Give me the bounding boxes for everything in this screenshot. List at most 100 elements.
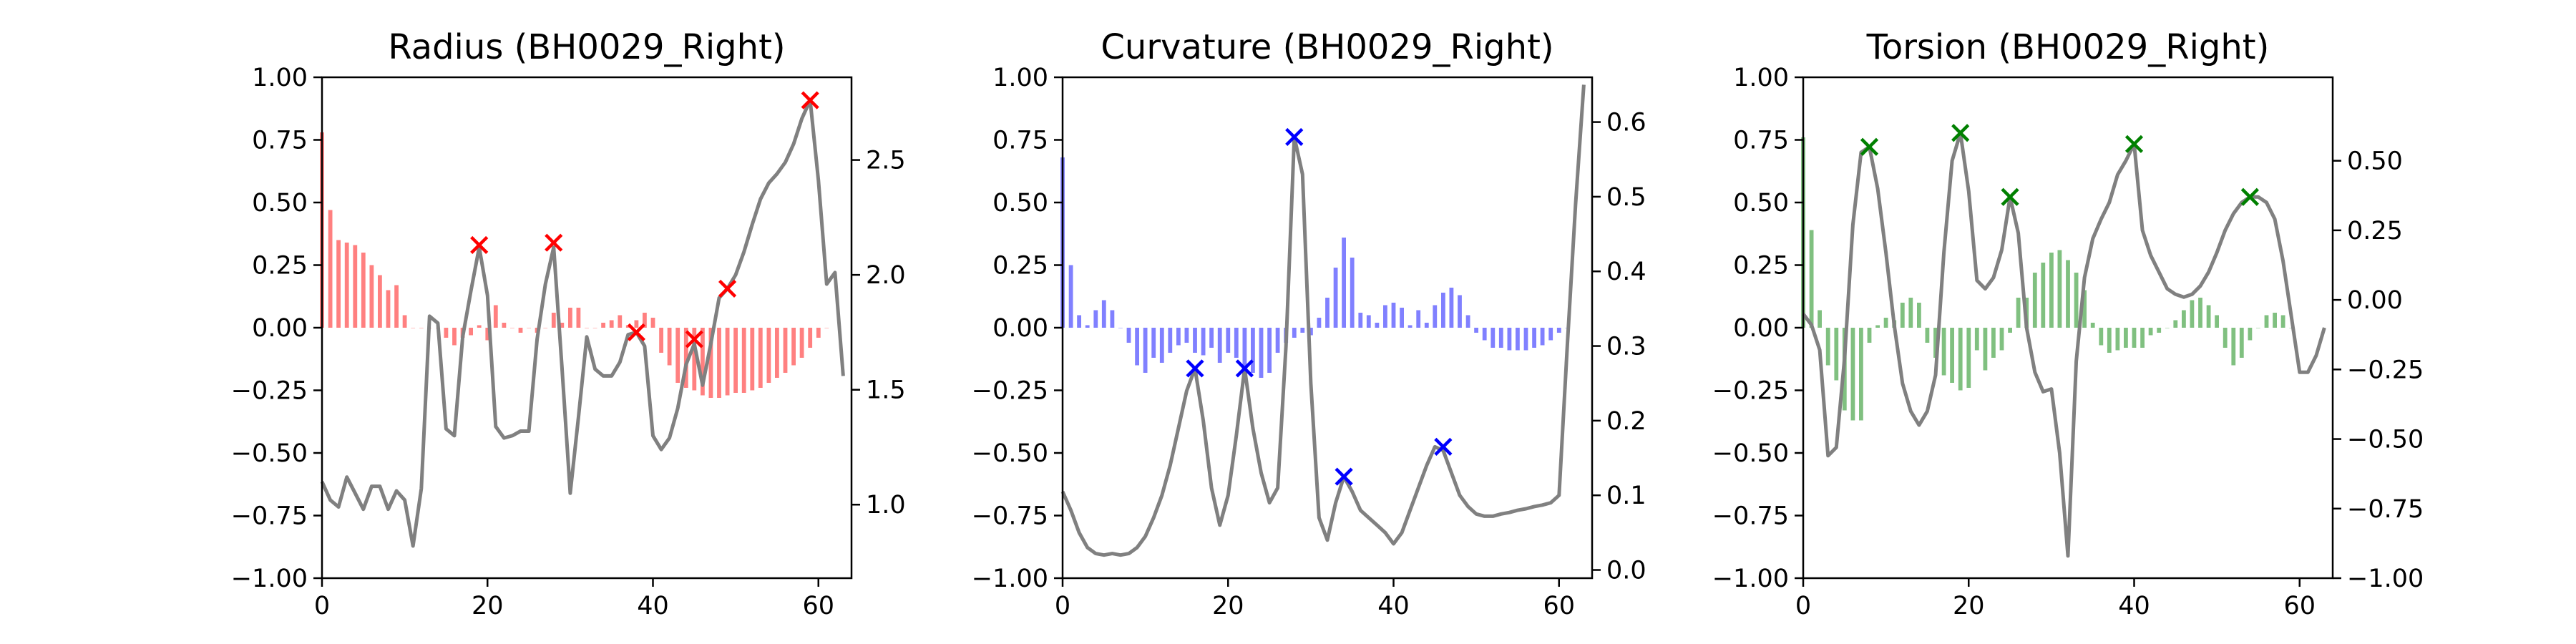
bar	[1523, 328, 1528, 351]
bar	[2264, 315, 2269, 328]
bar	[378, 275, 382, 328]
bar	[469, 328, 473, 336]
x-tick-label: 40	[2118, 592, 2150, 620]
y2-tick-label: 2.5	[866, 147, 906, 175]
bar	[477, 325, 482, 328]
bar	[361, 253, 366, 328]
bar	[344, 243, 349, 328]
y-tick-label: 1.00	[252, 64, 308, 92]
peak-marker	[1235, 359, 1254, 378]
peak-marker	[545, 233, 563, 252]
bar	[1193, 328, 1197, 353]
y2-tick-label: 0.6	[1606, 109, 1646, 137]
chart-panel-1: 0 20 40 60 −1.00 −0.75 −0.50 −0.25 0.00 0.25 0.50 0…	[231, 27, 906, 620]
bar	[1900, 303, 1905, 328]
bar	[1991, 328, 1996, 358]
bar	[1217, 328, 1222, 363]
bar	[2016, 298, 2021, 328]
bar	[2239, 328, 2244, 358]
y2-tick-label: 0.4	[1606, 258, 1646, 286]
bar	[1317, 318, 1322, 328]
bar	[799, 328, 804, 358]
bar	[758, 328, 763, 388]
y2-tick-label: 0.1	[1606, 482, 1646, 510]
chart-panel-3: 0 20 40 60 −1.00 −0.75 −0.50 −0.25 0.00 0.25 0.50 0…	[1712, 27, 2424, 620]
bar	[1416, 310, 1421, 328]
y2-tick-label: 1.0	[866, 491, 906, 519]
y-tick-label: 0.00	[1733, 314, 1789, 343]
bar	[683, 328, 688, 388]
bar	[1143, 328, 1148, 373]
bar	[1941, 328, 1946, 376]
peak-marker	[2001, 187, 2019, 206]
y-tick-label: −0.50	[972, 439, 1048, 468]
y-tick-label: −0.25	[972, 377, 1048, 406]
bar	[741, 328, 746, 393]
bar	[1366, 315, 1371, 328]
y-tick-label: −1.00	[1712, 565, 1789, 593]
bar	[1184, 328, 1189, 343]
bar	[1850, 328, 1855, 421]
bar	[328, 210, 333, 328]
peak-marker	[1860, 137, 1879, 156]
bar	[701, 328, 705, 396]
chart-panel-2: 0 20 40 60 −1.00 −0.75 −0.50 −0.25 0.00 0.25 0.50 0…	[972, 27, 1646, 620]
bar	[2032, 273, 2037, 328]
y-tick-label: 0.25	[252, 252, 308, 280]
y2-tick-label: 0.2	[1606, 407, 1646, 436]
marker-series	[1186, 127, 1453, 486]
peak-marker	[2240, 187, 2259, 206]
bar	[1093, 310, 1098, 328]
y-tick-label: −0.75	[972, 502, 1048, 531]
bar	[444, 328, 449, 338]
bar	[2049, 253, 2054, 328]
bar	[1818, 310, 1822, 328]
chart-title: Radius (BH0029_Right)	[388, 27, 785, 67]
y-tick-label: −0.50	[231, 439, 308, 468]
bar	[1867, 328, 1872, 343]
y2-tick-label: 0.5	[1606, 183, 1646, 212]
bar	[1933, 328, 1938, 358]
bar	[1251, 328, 1255, 373]
bar	[2198, 298, 2202, 328]
y-tick-label: 0.50	[992, 189, 1048, 218]
y-tick-label: 0.50	[1733, 189, 1789, 218]
y-tick-label: −1.00	[231, 565, 308, 593]
bar	[1441, 293, 1445, 328]
peak-marker	[718, 279, 737, 298]
x-tick-label: 20	[1212, 592, 1244, 620]
y2-tick-label: 1.5	[866, 376, 906, 405]
bar	[2099, 328, 2104, 346]
marker-series	[1860, 124, 2259, 206]
y-tick-label: −0.25	[231, 377, 308, 406]
bar	[1498, 328, 1503, 348]
bar	[766, 328, 771, 383]
bar	[336, 240, 341, 328]
x-tick-label: 60	[1543, 592, 1575, 620]
bar	[1974, 328, 1979, 351]
bar	[551, 313, 556, 328]
bar	[1516, 328, 1520, 351]
bar	[733, 328, 738, 393]
bar	[576, 308, 581, 328]
line-series	[1801, 131, 2326, 558]
y2-tick-label: 0.50	[2347, 147, 2403, 176]
bar	[1383, 305, 1387, 328]
y2-tick-label: 0.00	[2347, 286, 2403, 315]
bar	[1407, 325, 1413, 328]
bar	[1159, 328, 1164, 363]
bar	[808, 328, 813, 348]
bar	[609, 320, 614, 328]
bar	[1540, 328, 1545, 346]
bar	[1135, 328, 1139, 366]
x-tick-label: 40	[637, 592, 669, 620]
bar	[1168, 328, 1173, 353]
bar-series	[1060, 157, 1570, 378]
bar	[1101, 300, 1106, 328]
bar	[493, 305, 498, 328]
line-series	[1060, 84, 1586, 557]
bar	[1126, 328, 1131, 343]
bar	[1474, 328, 1478, 333]
bar	[2041, 263, 2046, 328]
